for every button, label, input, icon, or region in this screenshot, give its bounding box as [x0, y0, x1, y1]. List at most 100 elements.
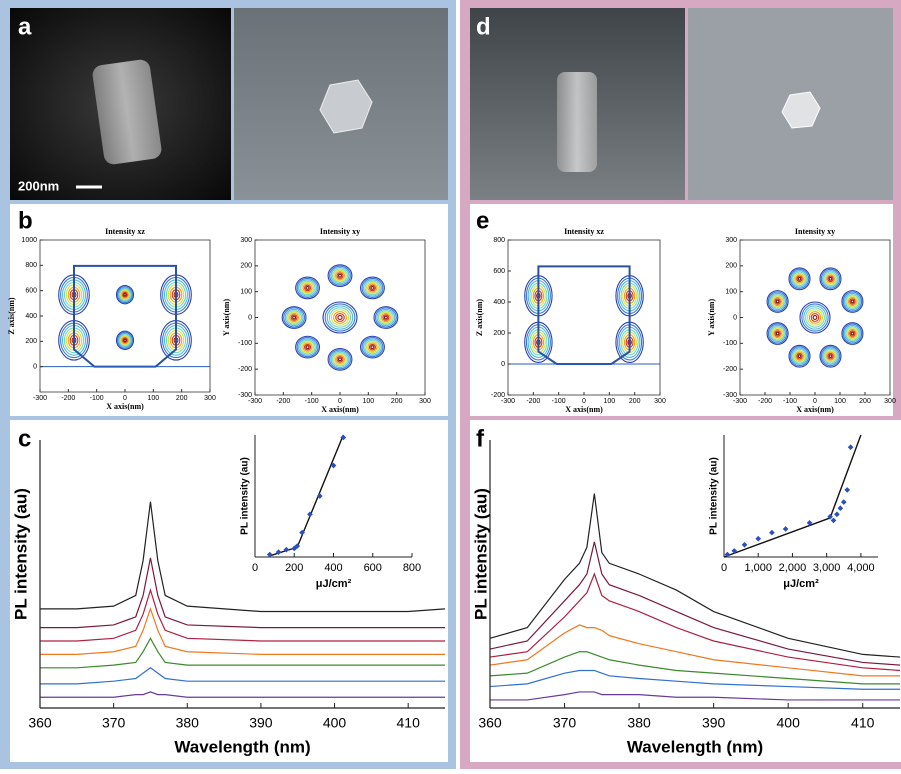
inset-x-tick-label: 200 — [285, 562, 303, 574]
y-tick-label: 600 — [25, 288, 37, 295]
nanorod — [557, 72, 597, 172]
plot-title: Intensity xz — [564, 227, 604, 236]
x-axis-label: X axis(nm) — [796, 405, 834, 414]
x-tick-label: 360 — [28, 715, 52, 731]
panel-label: f — [476, 425, 485, 452]
panel-label: b — [18, 207, 33, 234]
x-tick-label: -100 — [552, 398, 566, 405]
inset-x-tick-label: 1,000 — [744, 562, 772, 574]
x-tick-label: 370 — [102, 715, 126, 731]
inset-y-label: PL intensity (au) — [240, 457, 251, 535]
y-tick-label: 800 — [493, 237, 505, 244]
inset-x-tick-label: 800 — [403, 562, 421, 574]
inset-x-tick-label: 400 — [324, 562, 342, 574]
x-axis-label: X axis(nm) — [106, 402, 144, 411]
inset-bg — [724, 435, 878, 557]
x-tick-label: -200 — [61, 395, 75, 402]
x-tick-label: -100 — [305, 398, 319, 405]
inset-bg — [255, 435, 412, 557]
plot-title: Intensity xy — [795, 227, 835, 236]
inset-x-tick-label: 600 — [364, 562, 382, 574]
x-tick-label: -100 — [90, 395, 104, 402]
y-tick-label: 0 — [733, 314, 737, 321]
plot-title: Intensity xz — [105, 227, 145, 236]
x-tick-label: -300 — [501, 398, 515, 405]
plot-title: Intensity xy — [320, 227, 360, 236]
x-tick-label: 390 — [249, 715, 273, 731]
x-tick-label: 200 — [859, 398, 871, 405]
panel-label: a — [18, 13, 32, 40]
inset-x-label: μJ/cm² — [316, 578, 352, 590]
inset-x-tick-label: 2,000 — [779, 562, 807, 574]
inset-y-label: PL intensity (au) — [709, 457, 720, 535]
y-tick-label: 400 — [25, 313, 37, 320]
x-tick-label: -100 — [783, 398, 797, 405]
y-tick-label: -300 — [238, 392, 252, 399]
x-tick-label: 380 — [627, 715, 651, 731]
panel-label: c — [18, 425, 31, 452]
y-tick-label: 100 — [240, 289, 252, 296]
y-axis-label: PL intensity (au) — [471, 488, 490, 620]
x-tick-label: -200 — [526, 398, 540, 405]
x-axis-label: X axis(nm) — [565, 405, 603, 414]
x-tick-label: 410 — [851, 715, 875, 731]
x-tick-label: 300 — [204, 395, 216, 402]
scale-bar-label: 200nm — [18, 178, 59, 193]
x-axis-label: Wavelength (nm) — [174, 737, 310, 756]
x-tick-label: 380 — [176, 715, 200, 731]
inset-x-tick-label: 4,000 — [847, 562, 875, 574]
x-tick-label: 200 — [176, 395, 188, 402]
inset-x-tick-label: 0 — [721, 562, 727, 574]
y-axis-label: Y axis(nm) — [707, 299, 716, 337]
y-tick-label: -200 — [491, 392, 505, 399]
y-tick-label: -200 — [238, 366, 252, 373]
x-tick-label: 360 — [478, 715, 502, 731]
x-tick-label: 200 — [391, 398, 403, 405]
y-tick-label: 1000 — [21, 237, 37, 244]
y-axis-label: Z axis(nm) — [475, 299, 484, 336]
x-tick-label: 370 — [553, 715, 577, 731]
x-tick-label: -300 — [248, 398, 262, 405]
x-tick-label: 300 — [884, 398, 896, 405]
y-tick-label: 100 — [725, 289, 737, 296]
x-tick-label: 400 — [777, 715, 801, 731]
x-tick-label: 300 — [654, 398, 666, 405]
x-tick-label: -300 — [33, 395, 47, 402]
y-tick-label: 300 — [725, 237, 737, 244]
y-axis-label: Z axis(nm) — [7, 297, 16, 334]
y-axis-label: Y axis(nm) — [222, 299, 231, 337]
y-tick-label: 0 — [33, 364, 37, 371]
x-tick-label: 100 — [362, 398, 374, 405]
y-tick-label: -100 — [238, 340, 252, 347]
x-tick-label: 0 — [582, 398, 586, 405]
x-tick-label: 100 — [147, 395, 159, 402]
inset-x-tick-label: 0 — [252, 562, 258, 574]
y-tick-label: 400 — [493, 299, 505, 306]
inset-x-tick-label: 3,000 — [813, 562, 841, 574]
x-tick-label: 100 — [834, 398, 846, 405]
x-axis-label: Wavelength (nm) — [627, 737, 763, 756]
x-tick-label: 400 — [323, 715, 347, 731]
y-tick-label: 200 — [240, 263, 252, 270]
y-tick-label: 200 — [493, 330, 505, 337]
x-axis-label: X axis(nm) — [321, 405, 359, 414]
page: { "labels": ["a", "b", "c", "d", "e", "f… — [0, 0, 901, 774]
x-tick-label: 390 — [702, 715, 726, 731]
y-tick-label: 0 — [248, 314, 252, 321]
inset-x-label: μJ/cm² — [783, 578, 819, 590]
x-tick-label: 0 — [123, 395, 127, 402]
x-tick-label: 0 — [338, 398, 342, 405]
x-tick-label: 300 — [419, 398, 431, 405]
y-tick-label: -300 — [723, 392, 737, 399]
y-tick-label: 200 — [725, 263, 737, 270]
y-tick-label: 0 — [501, 361, 505, 368]
x-tick-label: 0 — [813, 398, 817, 405]
x-tick-label: -300 — [733, 398, 747, 405]
figure: 200nm a b c d e f Intensity xzX axis(nm)… — [0, 0, 901, 769]
x-tick-label: 200 — [629, 398, 641, 405]
y-tick-label: 800 — [25, 262, 37, 269]
y-tick-label: -100 — [723, 340, 737, 347]
y-tick-label: -200 — [723, 366, 737, 373]
panel-label: d — [476, 13, 491, 40]
x-tick-label: -200 — [758, 398, 772, 405]
